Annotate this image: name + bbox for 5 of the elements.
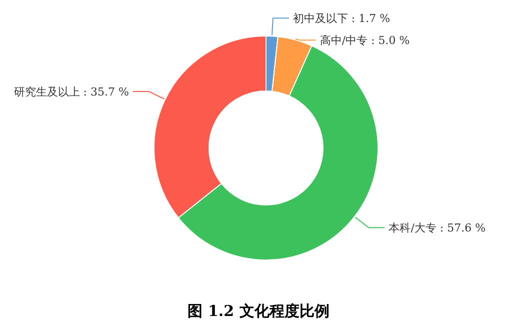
slice-label: 初中及以下 : 1.7 % xyxy=(292,12,390,26)
text: 图 1.2 文化程度比例 xyxy=(188,302,330,320)
slice-label: 研究生及以上 : 35.7 % xyxy=(14,86,129,99)
slice-label: 本科/大专 : 57.6 % xyxy=(388,222,486,235)
slice-label: 高中/中专 : 5.0 % xyxy=(320,34,410,48)
